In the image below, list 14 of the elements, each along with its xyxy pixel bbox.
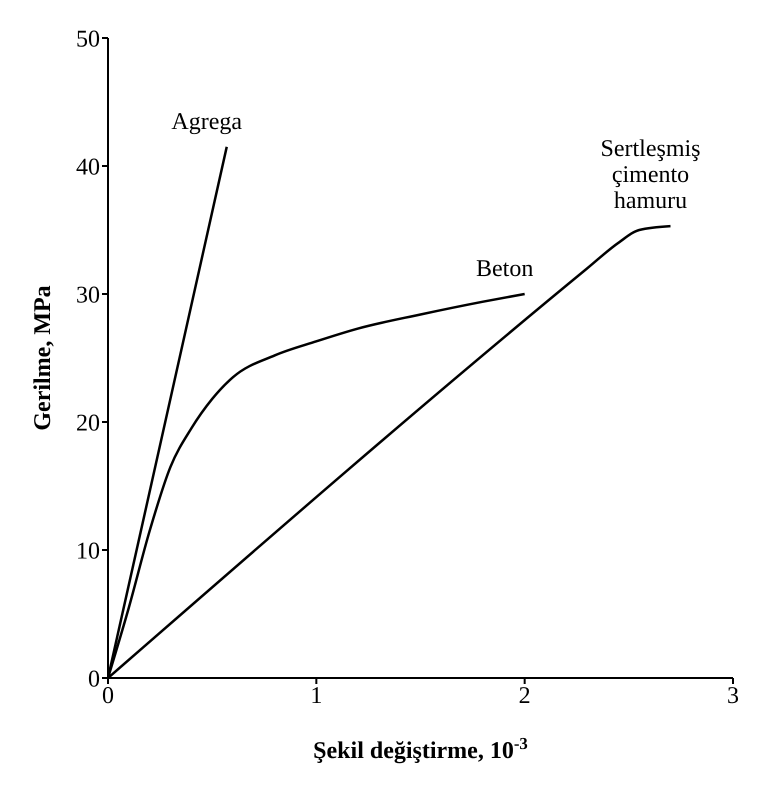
x-tick-label: 3 <box>727 683 739 710</box>
y-axis-title: Gerilme, MPa <box>30 285 56 431</box>
x-axis-title: Şekil değiştirme, 10$^{-3}$ <box>313 734 528 764</box>
y-tick-label: 50 <box>76 26 100 53</box>
y-tick-label: 10 <box>76 538 100 565</box>
y-tick-label: 40 <box>76 154 100 181</box>
x-tick-label: 1 <box>310 683 322 710</box>
series-label: Sertleşmiş çimento hamuru <box>600 136 700 214</box>
series-label: Beton <box>476 256 534 282</box>
y-tick-label: 30 <box>76 282 100 309</box>
y-tick-label: 0 <box>88 666 100 693</box>
series-label: Agrega <box>171 108 242 135</box>
y-tick-label: 20 <box>76 410 100 437</box>
x-tick-label: 2 <box>518 683 531 710</box>
